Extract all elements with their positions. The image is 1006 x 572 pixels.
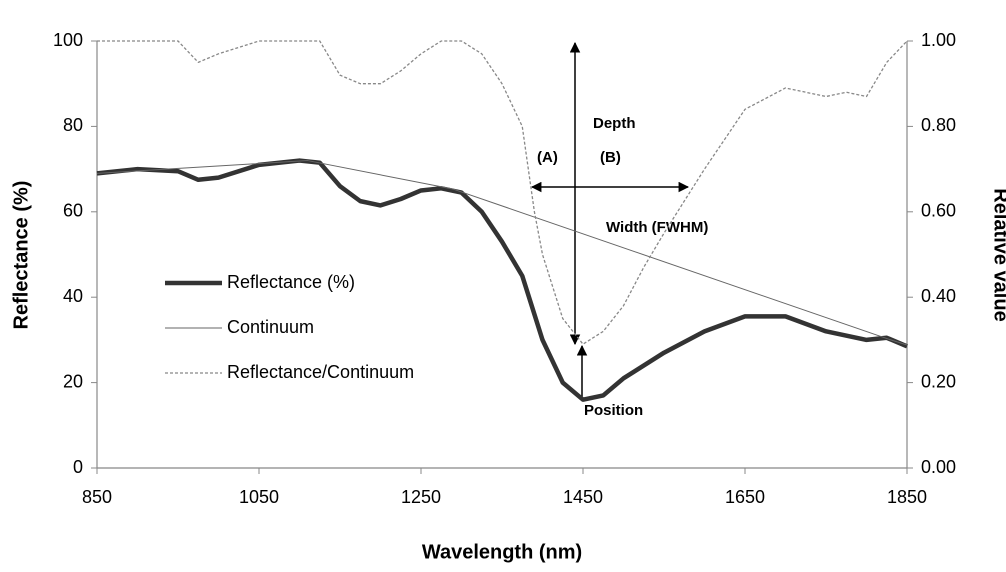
data-line — [96, 160, 908, 346]
annotation: Depth — [593, 115, 636, 132]
y-axis-title: Reflectance (%) — [10, 181, 32, 330]
y2-tick-label: 0.20 — [921, 371, 956, 391]
x-tick-label: 1050 — [239, 487, 279, 507]
y-tick-label: 100 — [53, 30, 83, 50]
axes — [96, 41, 908, 469]
y2-axis-title: Relative value — [990, 188, 1006, 321]
x-tick-label: 1250 — [401, 487, 441, 507]
y2-tick-label: 0.80 — [921, 115, 956, 135]
data-line — [96, 158, 908, 402]
y2-tick-label: 0.60 — [921, 201, 956, 221]
y2-tick-label: 0.40 — [921, 286, 956, 306]
x-tick-label: 850 — [82, 487, 112, 507]
x-tick-label: 1450 — [563, 487, 603, 507]
y-tick-label: 40 — [63, 286, 83, 306]
annotation: Position — [584, 402, 643, 419]
legend-label: Reflectance/Continuum — [227, 362, 414, 382]
data-line — [97, 40, 908, 345]
y-tick-label: 60 — [63, 201, 83, 221]
y-tick-label: 20 — [63, 371, 83, 391]
y-tick-label: 0 — [73, 457, 83, 477]
annotation: (B) — [600, 149, 621, 166]
legend-label: Continuum — [227, 317, 314, 337]
arrows — [530, 41, 690, 398]
annotation: Width (FWHM) — [606, 219, 708, 236]
x-tick-label: 1850 — [887, 487, 927, 507]
x-tick-label: 1650 — [725, 487, 765, 507]
x-axis-title: Wavelength (nm) — [422, 541, 582, 563]
y2-tick-label: 1.00 — [921, 30, 956, 50]
y2-tick-label: 0.00 — [921, 457, 956, 477]
y-tick-label: 80 — [63, 115, 83, 135]
legend-label: Reflectance (%) — [227, 272, 355, 292]
annotation: (A) — [537, 149, 558, 166]
